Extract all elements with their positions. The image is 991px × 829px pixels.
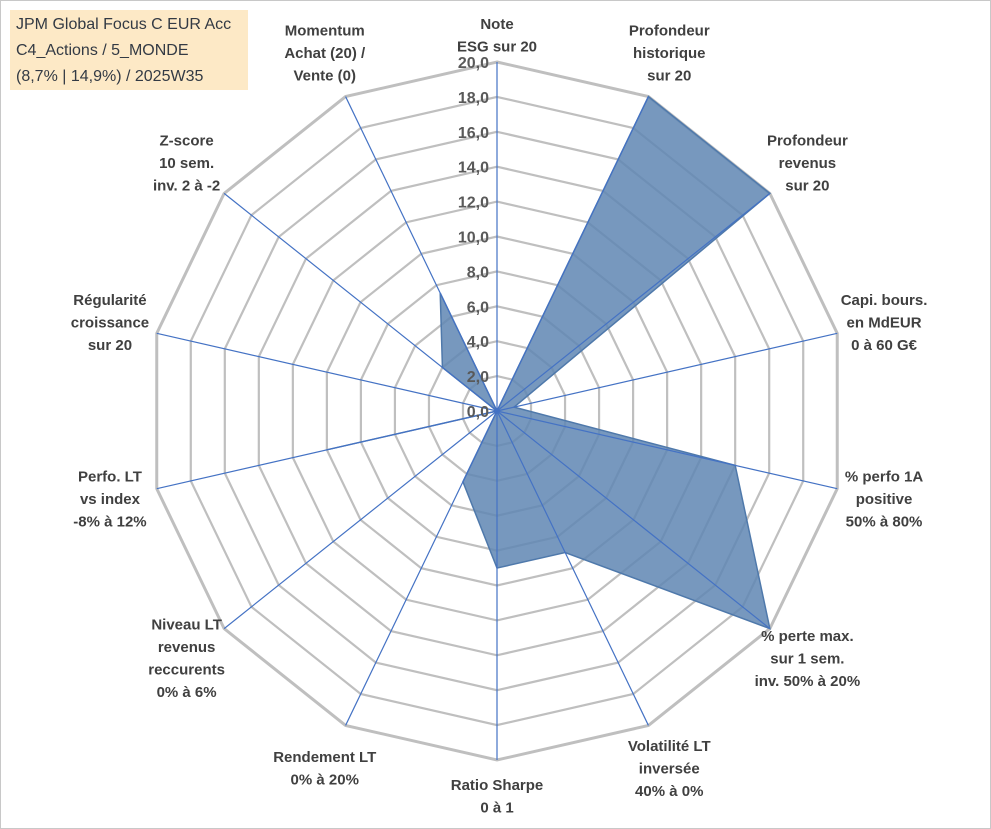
- tick-label: 14,0: [458, 160, 489, 177]
- axis-label: % perte max. sur 1 sem. inv. 50% à 20%: [755, 628, 861, 690]
- axis-label-line: 0 à 1: [480, 800, 513, 817]
- axis-label-line: Capi. bours.: [841, 292, 928, 309]
- axis-label-line: 50% à 80%: [846, 514, 923, 531]
- axis-spoke: [345, 96, 498, 412]
- axis-label-line: sur 1 sem.: [770, 650, 844, 667]
- axis-spoke: [496, 410, 771, 630]
- tick-label: 20,0: [458, 55, 489, 72]
- axis-label-line: Volatilité LT: [628, 738, 711, 755]
- radar-spokes: [156, 62, 838, 760]
- axis-label: Ratio Sharpe 0 à 1: [451, 777, 544, 817]
- axis-label-line: 0% à 6%: [157, 684, 217, 701]
- axis-label: Perfo. LT vs index -8% à 12%: [73, 469, 146, 531]
- axis-label-line: % perfo 1A: [845, 469, 924, 486]
- axis-label-line: revenus: [779, 155, 837, 172]
- axis-label-line: en MdEUR: [847, 314, 922, 331]
- axis-spoke: [156, 410, 498, 490]
- axis-label-line: Z-score: [160, 133, 214, 150]
- axis-label-line: -8% à 12%: [73, 514, 146, 531]
- radial-tick-labels: 0,0 2,0 4,0 6,0 8,0 10,0 12,0 14,0 16,0 18,0 20,0: [458, 55, 489, 421]
- axis-label-line: croissance: [71, 314, 149, 331]
- axis-label: Rendement LT 0% à 20%: [273, 749, 376, 789]
- axis-labels: Note ESG sur 20 Profondeur historique sur 20…: [71, 16, 928, 817]
- tick-label: 16,0: [458, 125, 489, 142]
- axis-label-line: reccurents: [148, 662, 225, 679]
- axis-label-line: historique: [633, 45, 706, 62]
- axis-label: Volatilité LT inversée 40% à 0%: [628, 738, 711, 800]
- axis-label-line: inv. 2 à -2: [153, 178, 220, 195]
- axis-label-line: inversée: [639, 760, 700, 777]
- axis-spoke: [496, 410, 649, 726]
- axis-spoke: [496, 332, 838, 412]
- axis-spoke: [223, 410, 498, 630]
- axis-label: Profondeur revenus sur 20: [767, 133, 848, 195]
- axis-label-line: vs index: [80, 491, 141, 508]
- fund-title-box: JPM Global Focus C EUR Acc C4_Actions / …: [10, 10, 248, 90]
- axis-label-line: Vente (0): [293, 68, 356, 85]
- axis-label: % perfo 1A positive 50% à 80%: [845, 469, 924, 531]
- tick-label: 8,0: [467, 264, 489, 281]
- axis-label: Profondeur historique sur 20: [629, 23, 710, 85]
- axis-label: Régularité croissance sur 20: [71, 292, 149, 354]
- series-area: [326, 95, 772, 630]
- fund-title-line-2: C4_Actions / 5_MONDE: [16, 42, 189, 59]
- axis-label-line: Profondeur: [629, 23, 710, 40]
- axis-label: Momentum Achat (20) / Vente (0): [284, 23, 366, 85]
- tick-label: 6,0: [467, 299, 489, 316]
- axis-label: Niveau LT revenus reccurents 0% à 6%: [148, 617, 225, 702]
- axis-label-line: inv. 50% à 20%: [755, 673, 861, 690]
- axis-label: Note ESG sur 20: [457, 16, 537, 56]
- axis-label-line: Momentum: [285, 23, 365, 40]
- fund-title-line-1: JPM Global Focus C EUR Acc: [16, 16, 232, 33]
- axis-label-line: sur 20: [647, 68, 691, 85]
- axis-label-line: revenus: [158, 639, 216, 656]
- axis-label-line: Ratio Sharpe: [451, 777, 544, 794]
- axis-label-line: 0 à 60 G€: [851, 337, 918, 354]
- axis-label-line: % perte max.: [761, 628, 854, 645]
- axis-label-line: positive: [856, 491, 913, 508]
- tick-label: 4,0: [467, 334, 489, 351]
- axis-label-line: 10 sem.: [159, 155, 214, 172]
- tick-label: 18,0: [458, 90, 489, 107]
- axis-spoke: [156, 332, 498, 412]
- axis-label-line: Régularité: [73, 292, 146, 309]
- tick-label: 2,0: [467, 369, 489, 386]
- tick-label: 0,0: [467, 404, 489, 421]
- axis-label-line: Note: [480, 16, 513, 33]
- axis-label-line: sur 20: [88, 337, 132, 354]
- axis-spoke: [496, 96, 649, 412]
- axis-spoke: [496, 192, 771, 412]
- axis-spoke: [496, 410, 838, 490]
- axis-label-line: Profondeur: [767, 133, 848, 150]
- axis-label-line: Rendement LT: [273, 749, 376, 766]
- axis-label-line: Achat (20) /: [284, 45, 366, 62]
- axis-label: Capi. bours. en MdEUR 0 à 60 G€: [841, 292, 928, 354]
- radar-series: [326, 95, 772, 630]
- axis-label-line: Niveau LT: [151, 617, 222, 634]
- axis-label-line: ESG sur 20: [457, 39, 537, 56]
- axis-label-line: Perfo. LT: [78, 469, 142, 486]
- axis-label-line: sur 20: [785, 178, 829, 195]
- axis-label-line: 40% à 0%: [635, 783, 703, 800]
- axis-spoke: [345, 410, 498, 726]
- axis-label-line: 0% à 20%: [291, 772, 359, 789]
- axis-spoke: [223, 192, 498, 412]
- tick-label: 12,0: [458, 195, 489, 212]
- fund-title-line-3: (8,7% | 14,9%) / 2025W35: [16, 68, 204, 85]
- tick-label: 10,0: [458, 230, 489, 247]
- axis-label: Z-score 10 sem. inv. 2 à -2: [153, 133, 220, 195]
